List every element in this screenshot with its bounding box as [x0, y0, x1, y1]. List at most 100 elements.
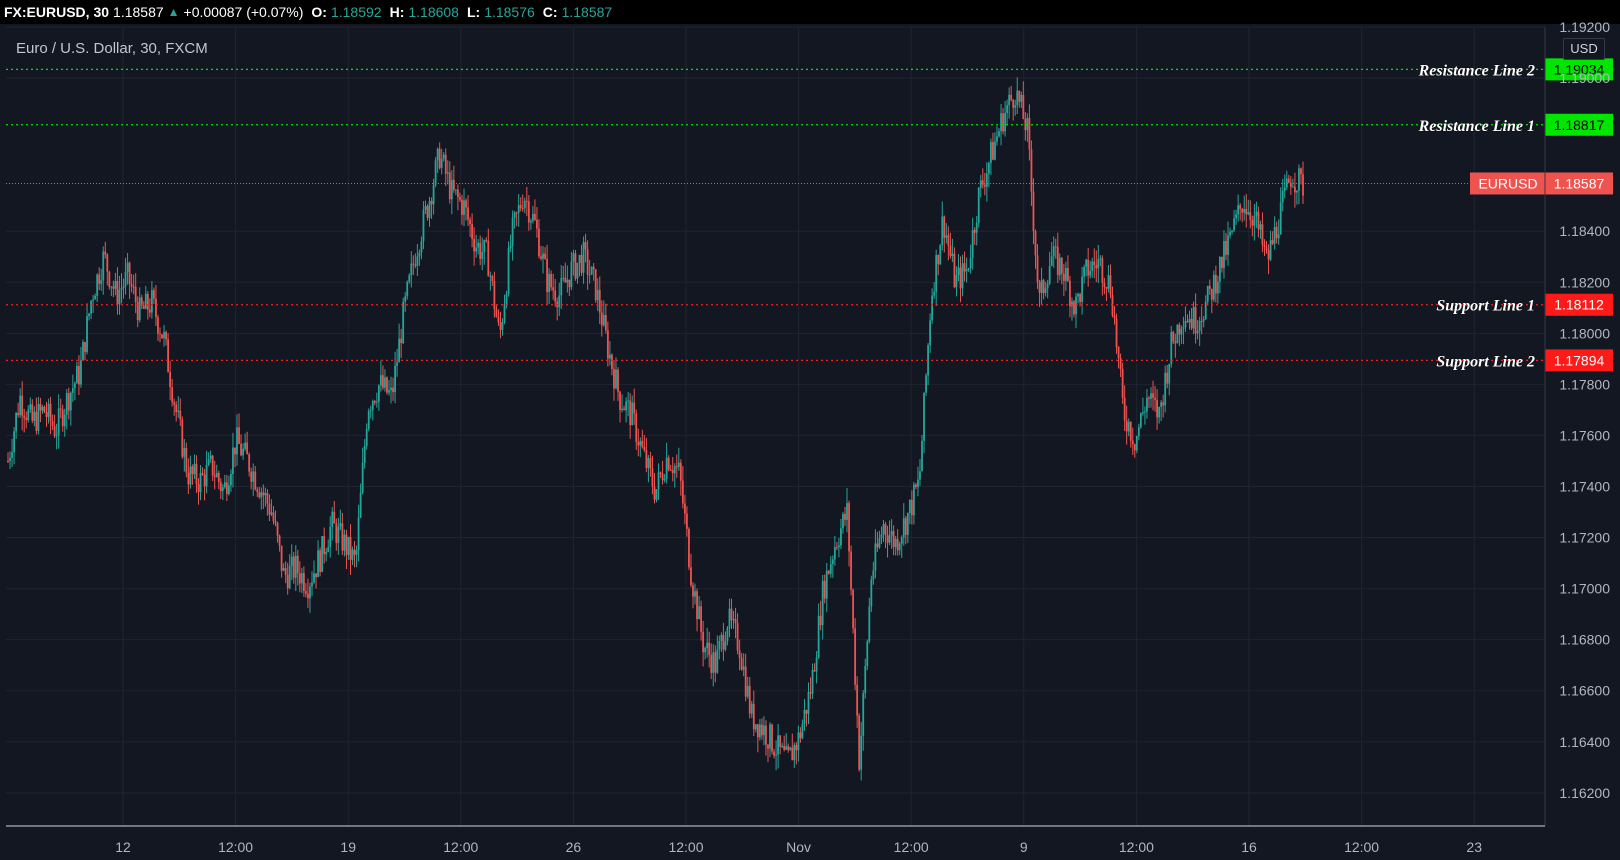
- candle-body: [1186, 320, 1189, 323]
- symbol-header: FX:EURUSD, 30 1.18587 ▲ +0.00087 (+0.07%…: [0, 0, 1620, 24]
- candle-body: [570, 261, 573, 288]
- candle-body: [440, 158, 443, 168]
- candle-body: [1133, 444, 1136, 451]
- candle-body: [1249, 212, 1252, 221]
- candle-body: [349, 536, 352, 560]
- candle-body: [767, 744, 769, 749]
- candle-body: [552, 287, 555, 291]
- candle-body: [39, 404, 42, 411]
- candle-body: [584, 242, 587, 250]
- candle-body: [463, 200, 465, 215]
- candle-body: [333, 511, 336, 524]
- candle-body: [268, 503, 271, 515]
- candle-body: [108, 271, 111, 287]
- candle-body: [448, 172, 451, 200]
- candle-body: [353, 549, 356, 555]
- candle-body: [1054, 246, 1057, 248]
- candle-body: [825, 570, 828, 599]
- candle-body: [477, 242, 480, 248]
- candle-body: [1281, 190, 1284, 203]
- candle-body: [1192, 307, 1195, 329]
- candle-body: [163, 332, 165, 339]
- candle-body: [1150, 393, 1152, 399]
- candle-body: [1225, 240, 1227, 255]
- candle-body: [821, 580, 824, 626]
- candle-body: [1257, 211, 1260, 230]
- candle-body: [1050, 256, 1053, 267]
- currency-button[interactable]: USD: [1563, 38, 1605, 60]
- candle-body: [150, 290, 153, 313]
- candle-body: [720, 635, 723, 642]
- candle-body: [1227, 235, 1229, 255]
- candle-body: [1144, 411, 1146, 413]
- candle-body: [1293, 186, 1296, 193]
- candle-body: [704, 648, 707, 653]
- candle-body: [331, 511, 334, 528]
- candle-body: [1152, 393, 1154, 398]
- candle-body: [1190, 318, 1193, 329]
- candle-body: [209, 455, 212, 460]
- candle-body: [23, 415, 26, 418]
- candle-body: [985, 173, 988, 187]
- candle-body: [1036, 255, 1039, 283]
- candle-body: [550, 273, 553, 288]
- candle-body: [175, 404, 178, 412]
- candle-body: [734, 619, 737, 624]
- candle-body: [1160, 402, 1163, 407]
- candle-body: [254, 471, 257, 490]
- candle-body: [677, 462, 680, 467]
- candle-body: [260, 492, 263, 498]
- candle-body: [270, 512, 273, 515]
- candle-body: [250, 471, 253, 482]
- candle-body: [951, 253, 954, 256]
- candle-body: [258, 492, 261, 498]
- candle-body: [722, 635, 725, 650]
- candle-body: [446, 172, 449, 174]
- candle-body: [1221, 256, 1223, 269]
- candle-body: [615, 369, 617, 389]
- candle-body: [126, 262, 129, 272]
- candle-body: [919, 471, 921, 480]
- candle-body: [959, 267, 962, 289]
- candle-body: [635, 413, 638, 443]
- x-tick-label: 19: [340, 839, 356, 855]
- candle-body: [379, 375, 382, 386]
- candle-body: [193, 463, 196, 475]
- candle-body: [1135, 435, 1138, 451]
- candle-body: [351, 549, 354, 560]
- candle-body: [467, 207, 469, 220]
- candle-body: [9, 458, 11, 462]
- candle-body: [43, 406, 46, 413]
- symbol-name[interactable]: FX:EURUSD, 30: [4, 4, 110, 20]
- candle-body: [311, 582, 313, 587]
- candle-body: [1182, 327, 1185, 329]
- candle-body: [82, 342, 84, 361]
- candle-body: [629, 400, 632, 426]
- y-tick-label: 1.19000: [1559, 70, 1610, 86]
- candle-body: [17, 412, 20, 416]
- candle-body: [588, 274, 591, 276]
- candle-body: [540, 256, 542, 259]
- candle-body: [647, 457, 650, 468]
- candle-body: [211, 455, 214, 476]
- candle-body: [71, 388, 74, 393]
- candle-body: [134, 286, 137, 303]
- last-price: 1.18587: [113, 4, 164, 20]
- candle-body: [272, 512, 275, 522]
- candle-body: [1026, 117, 1029, 131]
- candle-body: [898, 543, 901, 551]
- candle-body: [738, 650, 741, 658]
- x-tick-label: 9: [1020, 839, 1028, 855]
- candle-body: [244, 442, 247, 449]
- candle-body: [712, 652, 715, 673]
- candle-body: [355, 550, 358, 555]
- candle-body: [493, 281, 496, 310]
- candle-body: [1204, 301, 1207, 320]
- candle-body: [866, 641, 869, 666]
- candle-body: [621, 408, 623, 410]
- candle-body: [485, 239, 488, 241]
- candle-body: [465, 200, 467, 208]
- candle-body: [92, 299, 95, 301]
- candle-body: [773, 751, 775, 756]
